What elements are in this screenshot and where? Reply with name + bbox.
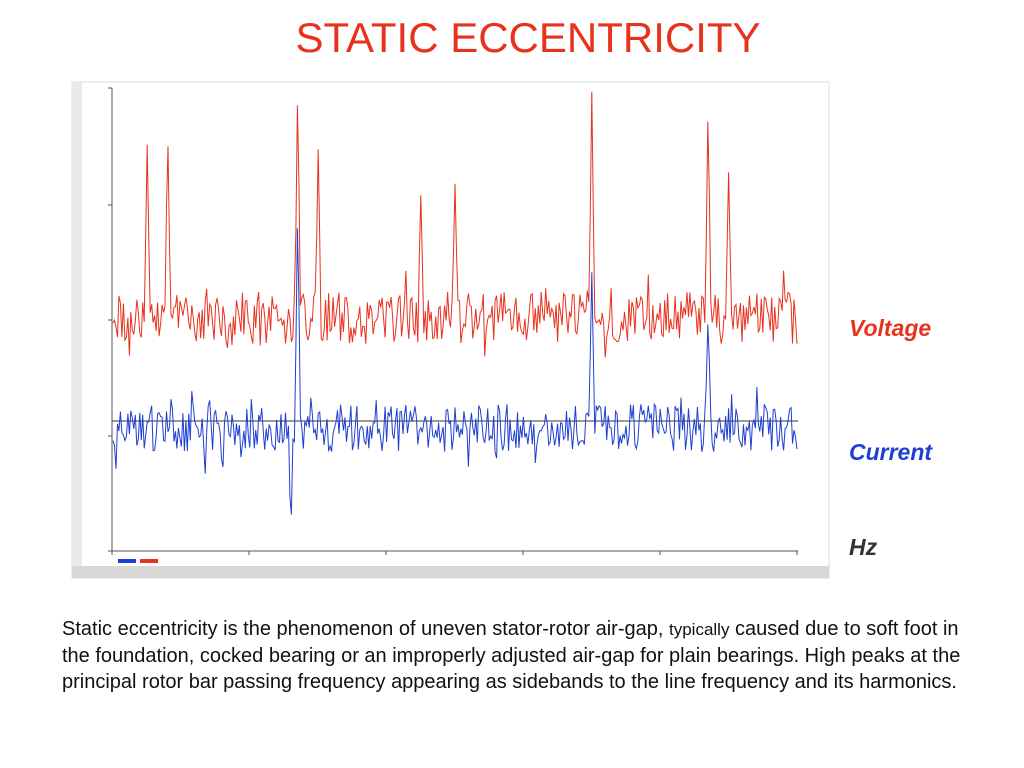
- description-rest: caused due to soft foot in the foundatio…: [62, 618, 961, 693]
- slide-title: STATIC ECCENTRICITY: [295, 14, 761, 61]
- description-main: Static eccentricity is the phenomenon of…: [62, 618, 664, 640]
- legend-hz: Hz: [849, 534, 878, 560]
- footer-legend-current-swatch: [118, 559, 136, 563]
- legend-current: Current: [849, 439, 933, 465]
- footer-legend-voltage-swatch: [140, 559, 158, 563]
- series-layer: [112, 91, 798, 515]
- description-text: Static eccentricity is the phenomenon of…: [62, 616, 967, 695]
- chart-frame: [71, 81, 830, 579]
- chart-left-band: [72, 82, 82, 578]
- legend-voltage: Voltage: [849, 315, 932, 341]
- chart-bottom-band: [72, 566, 829, 578]
- voltage-series-line: [112, 91, 798, 358]
- current-series-line: [112, 228, 798, 515]
- axis-ticks: [108, 87, 798, 555]
- description-small: typically: [669, 620, 730, 639]
